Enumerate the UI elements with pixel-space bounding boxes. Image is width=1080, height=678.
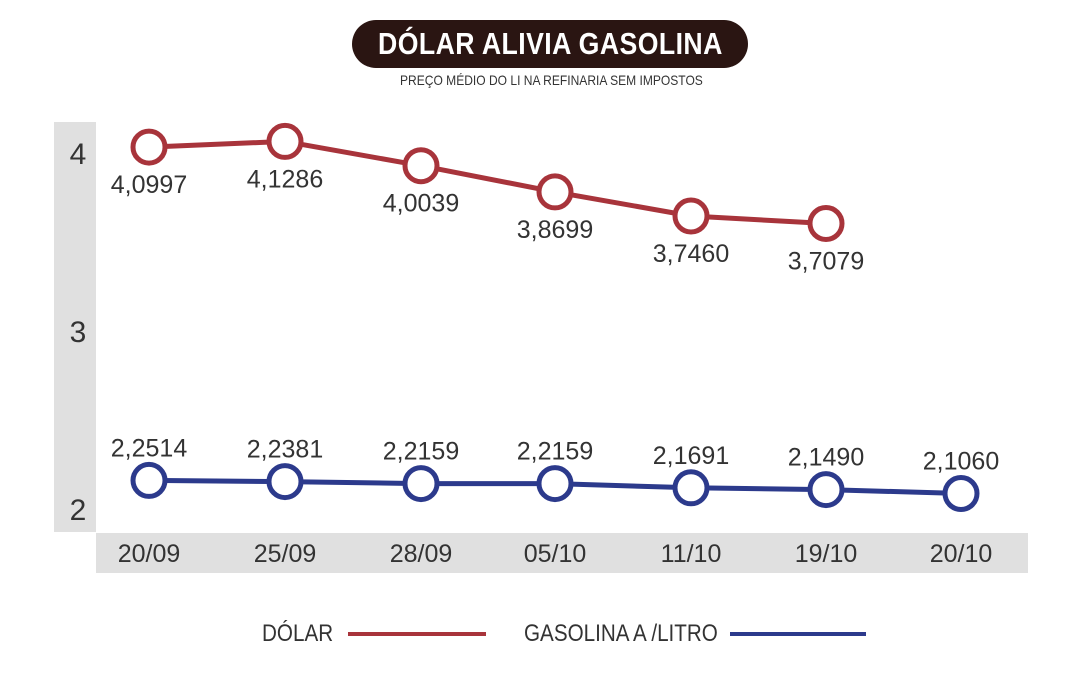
chart-title: DÓLAR ALIVIA GASOLINA [377, 26, 723, 61]
legend-dolar-label: DÓLAR [262, 620, 334, 647]
y-tick-labels: 2 3 4 [70, 138, 87, 527]
gasolina-data-label: 2,2159 [383, 438, 459, 466]
gasolina-data-point [807, 471, 845, 509]
dolar-data-point [130, 128, 168, 166]
gasolina-data-label: 2,1691 [653, 442, 729, 470]
gasolina-data-point [266, 463, 304, 501]
gasolina-data-label: 2,1490 [788, 444, 864, 472]
gasolina-data-label: 2,2381 [247, 436, 323, 464]
dolar-data-point [536, 173, 574, 211]
x-tick-label: 28/09 [390, 540, 453, 568]
legend-gasolina-swatch [730, 632, 866, 636]
gasolina-data-point [672, 469, 710, 507]
x-tick-label: 20/09 [118, 540, 181, 568]
gasolina-data-point [942, 475, 980, 512]
chart-subtitle: PREÇO MÉDIO DO LI NA REFINARIA SEM IMPOS… [400, 72, 703, 88]
series-layer: 4,0997 4,1286 4,0039 3,8699 3,7460 3,7079 2,25… [111, 122, 999, 512]
x-tick-label: 20/10 [930, 540, 993, 568]
x-tick-label: 19/10 [795, 540, 858, 568]
dolar-data-label: 3,7079 [788, 248, 864, 276]
legend-dolar-swatch [348, 632, 486, 636]
y-tick-label: 3 [70, 316, 87, 349]
gasolina-data-label: 2,2159 [517, 438, 593, 466]
y-tick-label: 4 [70, 138, 87, 171]
x-tick-label: 11/10 [661, 540, 722, 568]
dolar-data-label: 3,7460 [653, 240, 729, 268]
x-axis-band [96, 533, 1028, 573]
x-tick-labels: 20/09 25/09 28/09 05/10 11/10 19/10 20/10 [118, 540, 993, 568]
dolar-series-line [148, 138, 827, 226]
dolar-data-label: 4,0997 [111, 171, 187, 199]
dolar-data-label: 4,0039 [383, 190, 459, 218]
dolar-data-point [807, 205, 845, 242]
dolar-data-point [266, 122, 304, 160]
dolar-data-point [672, 197, 710, 235]
dolar-data-point [402, 147, 440, 185]
x-tick-label: 05/10 [524, 540, 587, 568]
gasolina-data-point [536, 465, 574, 503]
dolar-data-label: 3,8699 [517, 216, 593, 244]
gasolina-data-label: 2,1060 [923, 448, 999, 476]
gasolina-data-point [402, 465, 440, 503]
x-tick-label: 25/09 [254, 540, 317, 568]
y-axis-band [54, 122, 96, 532]
dolar-data-label: 4,1286 [247, 165, 323, 193]
legend-gasolina-label: GASOLINA A /LITRO [524, 620, 718, 647]
gasolina-data-label: 2,2514 [111, 434, 188, 462]
y-tick-label: 2 [70, 494, 87, 527]
gasolina-data-point [130, 461, 168, 499]
title-banner: DÓLAR ALIVIA GASOLINA [352, 20, 748, 68]
